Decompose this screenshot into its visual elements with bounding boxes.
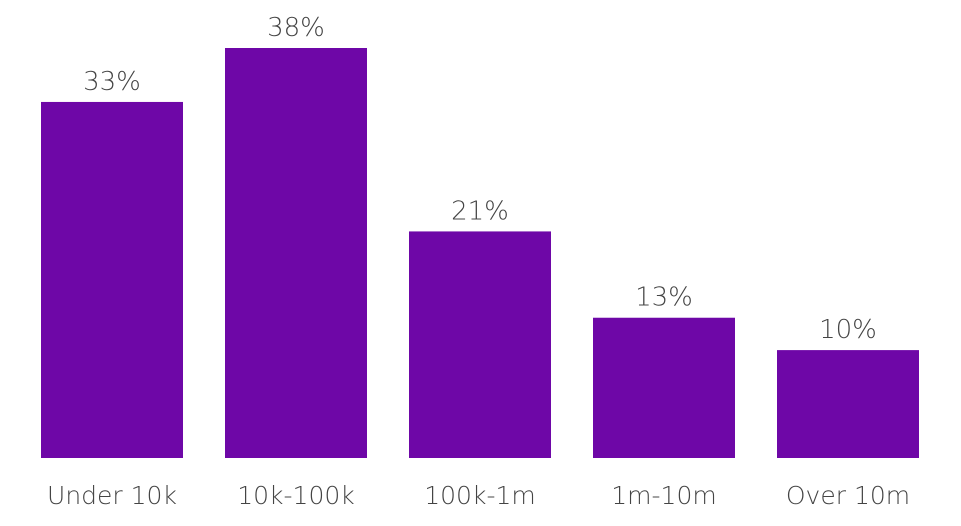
value-label: 21% [451,196,509,226]
value-labels-group: 33% 38% 21% 13% 10% [83,13,877,345]
bar-over-10m [777,350,919,458]
value-label: 38% [267,13,325,43]
bar-10k-100k [225,48,367,458]
category-labels-group: Under 10k 10k-100k 100k-1m 1m-10m Over 10m [47,481,910,510]
value-label: 13% [635,283,693,313]
category-label: Over 10m [786,481,910,510]
value-label: 10% [819,315,877,345]
bar-1m-10m [593,317,735,458]
bar-100k-1m [409,231,551,458]
category-label: 100k-1m [424,481,535,510]
category-label: Under 10k [47,481,177,510]
bar-under-10k [41,101,183,459]
category-label: 1m-10m [611,481,716,510]
bars-group [41,48,919,459]
value-label: 33% [83,67,141,97]
category-label: 10k-100k [237,481,355,510]
